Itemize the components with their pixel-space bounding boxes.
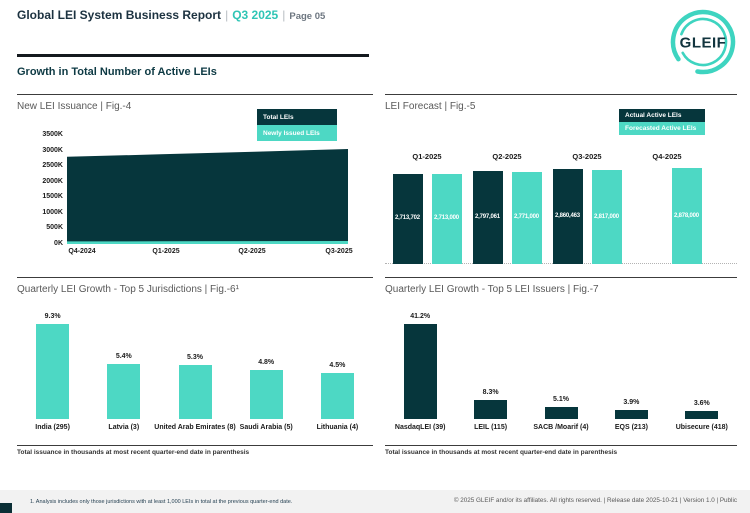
fig4-panel: New LEI Issuance | Fig.-4 Total LEIs Newl… (17, 94, 373, 272)
area-series-0 (67, 149, 348, 244)
bar (178, 364, 212, 419)
gleif-logo: GLEIF (670, 9, 736, 75)
legend-item: Actual Active LEIs (619, 109, 705, 122)
bar-value-label: 2,817,000 (594, 213, 619, 220)
category-label: NasdaqLEI (39) (394, 424, 446, 431)
legend-item: Total LEIs (257, 109, 337, 125)
category-label: EQS (213) (614, 424, 648, 431)
pct-label: 5.1% (553, 396, 569, 404)
bar (685, 410, 719, 419)
analysis-footnote: 1. Analysis includes only those jurisdic… (30, 499, 293, 505)
fig4-legend: Total LEIs Newly Issued LEIs (257, 109, 337, 141)
fig4-title: New LEI Issuance | Fig.-4 (17, 101, 132, 112)
bar (36, 324, 70, 419)
fig5-legend: Actual Active LEIs Forecasted Active LEIs (619, 109, 705, 135)
fig4-area-chart (67, 135, 348, 249)
pct-label: 41.2% (410, 313, 431, 320)
fig6-panel: Quarterly LEI Growth - Top 5 Jurisdictio… (17, 277, 373, 465)
fig5-title: LEI Forecast | Fig.-5 (385, 101, 476, 112)
x-tick-label: Q4-2024 (68, 248, 96, 255)
fig7-panel: Quarterly LEI Growth - Top 5 LEI Issuers… (385, 277, 737, 465)
footer-corner-square (0, 503, 12, 513)
category-label: Ubisecure (418) (675, 424, 728, 431)
actual-bar (472, 170, 503, 264)
category-label: Latvia (3) (108, 424, 140, 431)
pct-label: 9.3% (44, 313, 61, 320)
divider-rule (17, 54, 369, 57)
legend-item: Newly Issued LEIs (257, 125, 337, 141)
bar-value-label: 2,878,000 (674, 212, 699, 219)
page-number: Page 05 (289, 11, 326, 22)
x-tick-label: Q1-2025 (152, 248, 180, 255)
pct-label: 3.9% (623, 399, 640, 406)
bar (249, 370, 283, 419)
bar-value-label: 2,771,000 (514, 214, 539, 221)
fig7-title: Quarterly LEI Growth - Top 5 LEI Issuers… (385, 284, 599, 295)
category-label: Lithuania (4) (316, 424, 359, 431)
footer-bar (0, 490, 750, 513)
fig4-area-svg (67, 149, 348, 244)
pct-label: 5.3% (187, 353, 203, 361)
quarter-label: Q1-2025 (412, 152, 442, 161)
bar (403, 324, 437, 419)
pct-label: 5.4% (115, 352, 132, 360)
fig7-footnote: Total issuance in thousands at most rece… (385, 449, 618, 456)
bar (474, 399, 508, 419)
legend-item: Forecasted Active LEIs (619, 122, 705, 135)
y-tick-label: 3000K (42, 146, 63, 154)
bar (544, 407, 578, 419)
forecast-bar (671, 168, 702, 264)
pct-label: 4.8% (258, 359, 275, 366)
category-label: LEIL (115) (474, 424, 508, 431)
fig6-footnote-rule (17, 445, 373, 446)
logo-inner-ring (678, 17, 728, 67)
pct-label: 8.3% (482, 388, 499, 396)
quarter-label: Q3-2025 (572, 152, 602, 161)
report-quarter: Q3 2025 (232, 8, 279, 22)
bar (614, 410, 648, 419)
actual-bar (392, 173, 423, 264)
y-tick-label: 1500K (42, 193, 63, 201)
quarter-label: Q2-2025 (492, 152, 522, 161)
category-label: United Arab Emirates (8) (154, 424, 236, 431)
y-tick-label: 2500K (42, 162, 63, 170)
x-tick-label: Q3-2025 (325, 248, 353, 255)
bar (320, 373, 354, 419)
logo-outer-ring (670, 9, 736, 75)
x-tick-label: Q2-2025 (238, 248, 266, 255)
header-separator: | (282, 8, 286, 22)
actual-bar (552, 168, 583, 264)
bar-value-label: 2,797,061 (475, 213, 500, 220)
y-tick-label: 3500K (42, 131, 63, 138)
forecast-bar (431, 173, 462, 264)
fig7-footnote-rule (385, 445, 737, 446)
copyright-text: © 2025 GLEIF and/or its affiliates. All … (453, 497, 737, 504)
header-separator: | (225, 8, 229, 22)
category-label: Saudi Arabia (5) (239, 424, 293, 431)
bar (107, 363, 141, 419)
category-label: India (295) (35, 424, 70, 431)
logo-text: GLEIF (680, 35, 727, 52)
y-tick-label: 2000K (42, 177, 63, 185)
fig6-title: Quarterly LEI Growth - Top 5 Jurisdictio… (17, 284, 239, 295)
y-tick-label: 1000K (42, 208, 63, 216)
area-series-1 (67, 241, 348, 244)
pct-label: 4.5% (329, 362, 346, 369)
fig5-panel: LEI Forecast | Fig.-5 Actual Active LEIs… (385, 94, 737, 272)
category-label: SACB /Moarif (4) (533, 424, 589, 431)
bar-value-label: 2,713,000 (434, 215, 459, 222)
section-title: Growth in Total Number of Active LEIs (17, 66, 217, 78)
y-tick-label: 500K (46, 224, 63, 232)
report-title: Global LEI System Business Report (17, 8, 222, 22)
pct-label: 3.6% (693, 399, 710, 407)
bar-value-label: 2,860,463 (555, 212, 580, 219)
fig6-footnote: Total issuance in thousands at most rece… (17, 449, 250, 456)
forecast-bar (591, 170, 622, 264)
quarter-label: Q4-2025 (652, 152, 682, 161)
report-header: Global LEI System Business Report | Q3 202… (17, 8, 325, 22)
y-tick-label: 0K (54, 240, 63, 247)
bar-value-label: 2,713,702 (395, 215, 420, 222)
forecast-bar (511, 171, 542, 264)
